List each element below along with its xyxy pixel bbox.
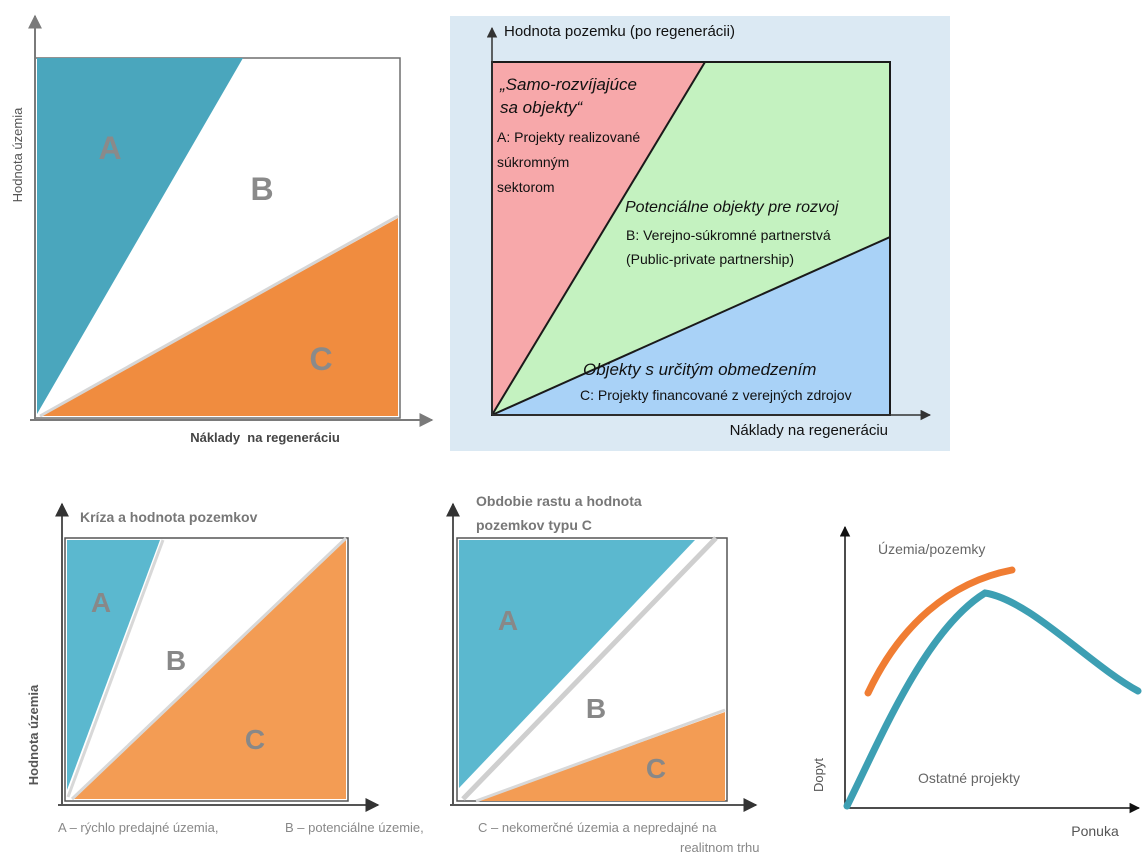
panel2-region-c-desc: C: Projekty financované z verejných zdro… [580,387,852,403]
panel3-region-a-letter: A [91,587,111,618]
legend-item-c-line2: realitnom trhu [680,840,759,855]
panel5-curve-teal [843,589,1142,810]
panel1-x-axis-label: Náklady na regeneráciu [190,430,340,445]
panel-crisis-land-value: Kríza a hodnota pozemkov Hodnota územia … [26,502,380,812]
panel4-title-line2: pozemkov typu C [476,517,592,533]
panel-regeneration-matrix: Hodnota pozemku (po regenerácii) Náklady… [450,16,950,451]
panel2-region-b-desc-line2: (Public-private partnership) [626,251,794,267]
panel2-divider-c [491,236,891,416]
panel4-region-a-border [461,536,718,801]
panel4-region-b-letter: B [586,693,606,724]
legend: A – rýchlo predajné územia, B – potenciá… [58,820,759,855]
panel1-y-axis-label: Hodnota územia [10,107,25,202]
panel-growth-land-value: Obdobie rastu a hodnota pozemkov typu C … [446,493,758,812]
panel2-region-a-desc-line2: súkromným [497,154,569,170]
panel-supply-demand: Územia/pozemky Ostatné projekty Dopyt Po… [811,525,1142,839]
legend-item-b: B – potenciálne územie, [285,820,424,835]
legend-item-a: A – rýchlo predajné územia, [58,820,218,835]
panel2-region-b-title: Potenciálne objekty pre rozvoj [625,199,839,216]
panel1-region-c-letter: C [309,341,332,377]
panel5-x-axis-label: Ponuka [1071,823,1119,839]
panel2-x-axis-label: Náklady na regeneráciu [730,422,888,439]
panel3-title: Kríza a hodnota pozemkov [80,509,258,525]
panel5-y-axis-label: Dopyt [811,758,826,792]
panel1-region-b-letter: B [250,171,273,207]
panel1-region-c-border [39,214,399,418]
panel3-region-c-letter: C [245,724,265,755]
panel2-region-a-title-line1: „Samo-rozvíjajúce [499,75,637,94]
panel4-title-line1: Obdobie rastu a hodnota [476,493,642,509]
legend-item-c-line1: C – nekomerčné územia a nepredajné na [478,820,717,835]
panel1-region-a-letter: A [98,130,121,166]
panel2-region-a-title-line2: sa objekty“ [500,98,584,117]
panel3-region-a-border [66,539,165,798]
panel3-y-axis-label: Hodnota územia [26,684,41,785]
panel2-region-a-desc-line3: sektorom [497,179,555,195]
panel5-curve-orange [864,566,1016,697]
panel3-region-a-area [67,540,160,790]
panel2-region-a-desc-line1: A: Projekty realizované [497,129,640,145]
panel-cost-value-matrix: A B C Hodnota územia Náklady na regenerá… [10,14,434,445]
panel3-region-c-border [70,536,348,801]
panel2-region-b-desc-line1: B: Verejno-súkromné partnerstvá [626,227,831,243]
panel3-region-b-letter: B [166,645,186,676]
panel2-region-c-title: Objekty s určitým obmedzením [583,360,816,379]
panel4-region-c-border [475,708,726,803]
panel5-curve-orange-label: Územia/pozemky [878,541,985,557]
panel4-region-a-letter: A [498,605,518,636]
panel5-curve-teal-label: Ostatné projekty [918,770,1020,786]
panel4-region-c-letter: C [646,753,666,784]
panel2-divider-a [491,61,706,416]
panel1-region-a-area [37,58,243,414]
panel4-region-a-area [459,540,695,788]
panel2-y-axis-label: Hodnota pozemku (po regenerácii) [504,23,735,40]
